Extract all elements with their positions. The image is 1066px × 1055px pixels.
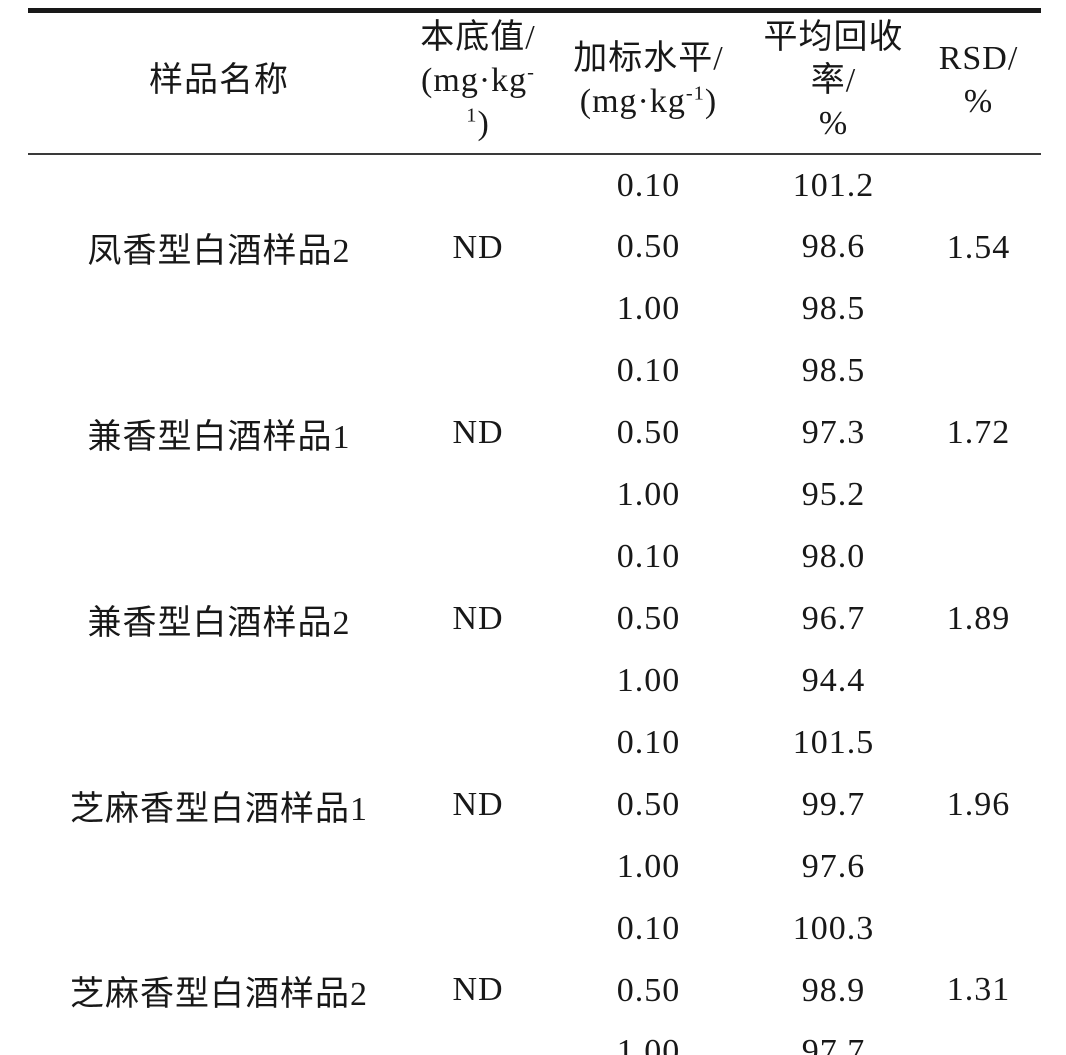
table-row: 芝麻香型白酒样品2 ND 0.10 100.3 1.31 [28, 898, 1041, 1012]
header-label: 加标水平/ [573, 40, 724, 78]
spike-level-cell: 0.10 [616, 166, 681, 204]
recovery-cell: 101.5 [792, 724, 875, 762]
recovery-cell: 98.6 [801, 228, 866, 266]
table-row: 芝麻香型白酒样品1 ND 0.10 101.5 1.96 [28, 712, 1041, 828]
table-row: 1.00 95.2 [28, 464, 1041, 526]
spike-level-cell: 0.10 [616, 352, 681, 390]
rsd-cell: 1.89 [946, 600, 1011, 638]
unit-text: ) [704, 83, 718, 121]
background-value-cell: ND [452, 228, 504, 266]
spike-level-cell: 1.00 [616, 1033, 681, 1055]
rsd-cell: 1.54 [946, 228, 1011, 266]
spike-level-cell: 0.50 [616, 228, 681, 266]
spike-level-cell: 1.00 [616, 662, 681, 700]
spike-level-cell: 0.50 [616, 786, 681, 824]
unit-text: (mg·kg [421, 61, 528, 99]
recovery-cell: 98.5 [801, 290, 866, 328]
recovery-cell: 94.4 [801, 662, 866, 700]
header-label: 样品名称 [149, 61, 289, 99]
spike-level-cell: 0.50 [616, 600, 681, 638]
col-header-avg-recovery: 平均回收率/ % [751, 11, 916, 155]
spike-level-cell: 1.00 [616, 290, 681, 328]
recovery-table: 样品名称 本底值/ (mg·kg-1) 加标水平/ (mg·kg-1) 平均回收… [28, 8, 1041, 1055]
spike-level-cell: 0.50 [616, 972, 681, 1010]
recovery-table-container: 样品名称 本底值/ (mg·kg-1) 加标水平/ (mg·kg-1) 平均回收… [28, 8, 1041, 1055]
table-row: 1.00 94.4 [28, 650, 1041, 712]
sample-name-cell: 凤香型白酒样品2 [87, 233, 351, 271]
header-unit: % [963, 83, 994, 121]
recovery-cell: 99.7 [801, 786, 866, 824]
recovery-cell: 95.2 [801, 476, 866, 514]
table-row: 0.50 98.9 [28, 960, 1041, 1022]
sample-name-cell: 兼香型白酒样品2 [87, 604, 351, 642]
table-row: 0.50 98.6 [28, 216, 1041, 278]
header-unit: (mg·kg-1) [548, 81, 749, 124]
table-row: 兼香型白酒样品1 ND 0.10 98.5 1.72 [28, 340, 1041, 456]
recovery-cell: 98.5 [801, 352, 866, 390]
header-unit: (mg·kg-1) [412, 60, 544, 146]
table-row: 0.50 97.3 [28, 402, 1041, 464]
spike-level-cell: 0.10 [616, 538, 681, 576]
col-header-background-value: 本底值/ (mg·kg-1) [410, 11, 546, 155]
table-row: 1.00 98.5 [28, 278, 1041, 340]
rsd-cell: 1.31 [946, 971, 1011, 1009]
unit-text: ) [477, 104, 490, 142]
table-row: 1.00 97.6 [28, 836, 1041, 898]
spike-level-cell: 0.10 [616, 724, 681, 762]
table-body: 凤香型白酒样品2 ND 0.10 101.2 1.54 0.50 98.6 1.… [28, 154, 1041, 1055]
background-value-cell: ND [452, 971, 504, 1009]
background-value-cell: ND [452, 600, 504, 638]
rsd-cell: 1.96 [946, 786, 1011, 824]
header-row: 样品名称 本底值/ (mg·kg-1) 加标水平/ (mg·kg-1) 平均回收… [28, 11, 1041, 155]
header-label: RSD/ [938, 40, 1019, 78]
rsd-cell: 1.72 [946, 414, 1011, 452]
sample-name-cell: 兼香型白酒样品1 [87, 418, 351, 456]
recovery-cell: 96.7 [801, 600, 866, 638]
sample-name-cell: 芝麻香型白酒样品2 [70, 975, 368, 1013]
col-header-rsd: RSD/ % [916, 11, 1041, 155]
spike-level-cell: 0.50 [616, 414, 681, 452]
col-header-sample-name: 样品名称 [28, 11, 410, 155]
sample-name-cell: 芝麻香型白酒样品1 [70, 790, 368, 828]
table-row: 兼香型白酒样品2 ND 0.10 98.0 1.89 [28, 526, 1041, 642]
recovery-cell: 100.3 [792, 910, 875, 948]
table-row: 凤香型白酒样品2 ND 0.10 101.2 1.54 [28, 154, 1041, 271]
col-header-spike-level: 加标水平/ (mg·kg-1) [546, 11, 751, 155]
background-value-cell: ND [452, 786, 504, 824]
table-row: 0.50 99.7 [28, 774, 1041, 836]
background-value-cell: ND [452, 414, 504, 452]
header-label: 本底值/ [420, 19, 536, 56]
table-header: 样品名称 本底值/ (mg·kg-1) 加标水平/ (mg·kg-1) 平均回收… [28, 11, 1041, 155]
table-row: 1.00 97.7 [28, 1022, 1041, 1055]
recovery-cell: 98.9 [801, 972, 866, 1010]
recovery-cell: 97.6 [801, 848, 866, 886]
header-label: 平均回收率/ [763, 19, 904, 99]
recovery-cell: 101.2 [792, 166, 875, 204]
unit-text: (mg·kg [579, 83, 686, 121]
unit-superscript: -1 [685, 82, 705, 105]
spike-level-cell: 1.00 [616, 476, 681, 514]
recovery-cell: 97.3 [801, 414, 866, 452]
recovery-cell: 97.7 [801, 1033, 866, 1055]
header-unit: % [818, 104, 849, 142]
unit-superscript: -1 [466, 61, 535, 127]
spike-level-cell: 1.00 [616, 848, 681, 886]
spike-level-cell: 0.10 [616, 910, 681, 948]
recovery-cell: 98.0 [801, 538, 866, 576]
table-row: 0.50 96.7 [28, 588, 1041, 650]
